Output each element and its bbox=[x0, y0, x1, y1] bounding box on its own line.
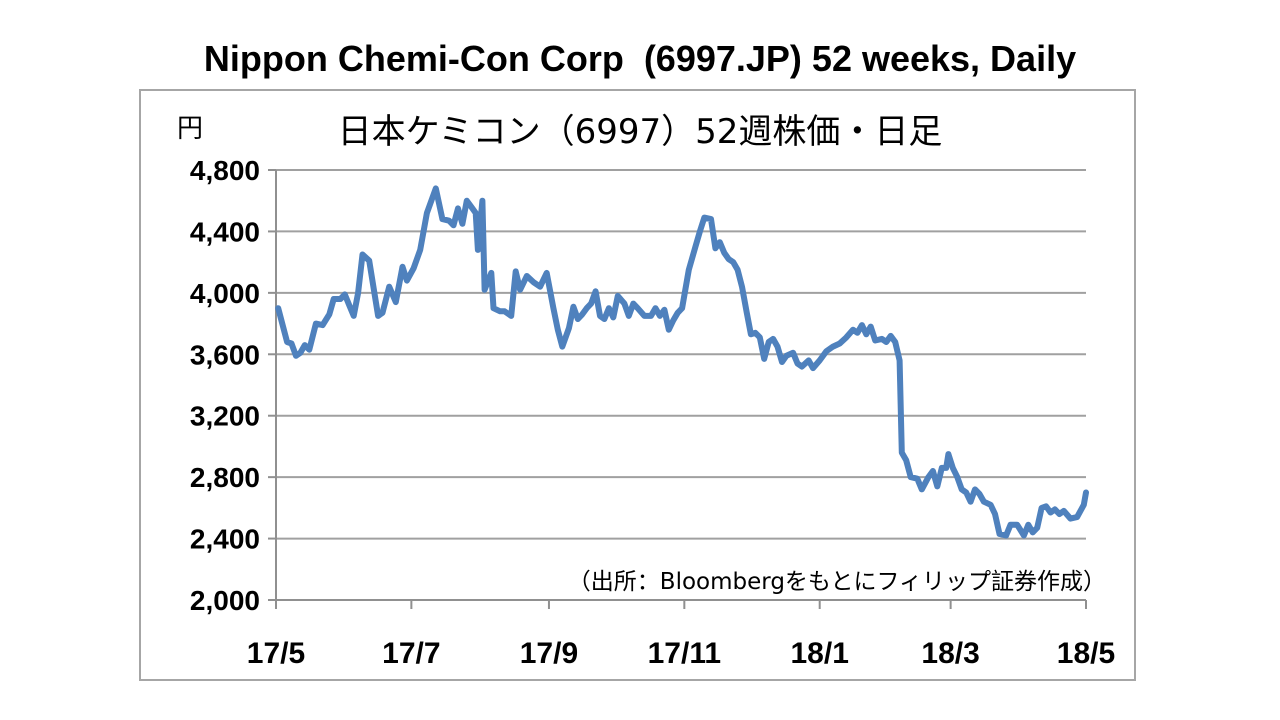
y-tick-label: 2,400 bbox=[190, 524, 260, 555]
y-tick-label: 3,200 bbox=[190, 401, 260, 432]
y-tick-label: 3,600 bbox=[190, 339, 260, 370]
series-layer bbox=[275, 185, 1089, 539]
y-axis-unit-label: 円 bbox=[177, 114, 203, 144]
price-series-line bbox=[275, 185, 1089, 539]
x-tick-label: 18/1 bbox=[791, 637, 849, 670]
x-tick-labels: 17/5 17/7 17/9 17/11 18/1 18/3 18/5 bbox=[247, 637, 1115, 670]
axes bbox=[268, 169, 1087, 609]
y-tick-label: 4,000 bbox=[190, 278, 260, 309]
y-tick-label: 4,800 bbox=[190, 155, 260, 186]
x-tick-label: 18/3 bbox=[921, 637, 979, 670]
x-tick-label: 17/9 bbox=[520, 637, 578, 670]
y-tick-label: 4,400 bbox=[190, 216, 260, 247]
x-tick-label: 18/5 bbox=[1057, 637, 1115, 670]
page-title: Nippon Chemi-Con Corp (6997.JP) 52 weeks… bbox=[203, 38, 1077, 79]
x-tick-label: 17/7 bbox=[382, 637, 440, 670]
y-tick-label: 2,800 bbox=[190, 462, 260, 493]
y-tick-labels: 2,000 2,400 2,800 3,200 3,600 4,000 4,400 4,800 bbox=[190, 155, 260, 616]
source-note: （出所：Bloombergをもとにフィリップ証券作成） bbox=[568, 569, 1106, 595]
gridlines bbox=[276, 169, 1086, 540]
chart-frame bbox=[139, 89, 1136, 681]
chart-title: 日本ケミコン（6997）52週株価・日足 bbox=[338, 112, 943, 152]
y-tick-label: 2,000 bbox=[190, 585, 260, 616]
x-tick-label: 17/5 bbox=[247, 637, 305, 670]
x-tick-label: 17/11 bbox=[648, 637, 721, 670]
